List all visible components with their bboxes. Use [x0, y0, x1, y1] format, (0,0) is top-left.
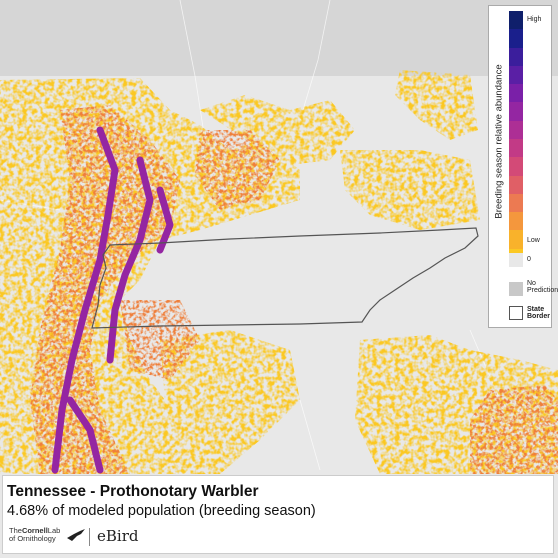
ramp-step	[509, 29, 523, 48]
ramp-step	[509, 230, 523, 249]
legend-no-prediction-label: No Prediction	[527, 280, 558, 295]
cornell-lab-logo[interactable]: TheCornellLab of Ornithology	[9, 526, 61, 544]
ramp-step	[509, 193, 523, 213]
map-title: Tennessee - Prothonotary Warbler	[7, 483, 259, 500]
legend-low-label: Low	[527, 237, 540, 244]
legend: Breeding season relative abundance High …	[488, 5, 558, 328]
legend-title: Breeding season relative abundance	[493, 63, 505, 219]
cornell-bird-icon	[67, 529, 85, 541]
tennessee-state-border	[91, 227, 479, 329]
legend-high-label: High	[527, 16, 542, 23]
legend-zero-label: 0	[527, 256, 531, 263]
zero-swatch	[509, 253, 523, 267]
abundance-high	[51, 126, 174, 474]
color-ramp	[509, 11, 523, 267]
ramp-step	[509, 102, 523, 121]
ramp-step	[509, 175, 523, 194]
ramp-step	[509, 65, 523, 85]
no-prediction-region	[0, 0, 558, 76]
no-prediction-swatch	[509, 282, 523, 296]
map-subtitle: 4.68% of modeled population (breeding se…	[7, 503, 316, 519]
caption-panel: Tennessee - Prothonotary Warbler 4.68% o…	[2, 475, 554, 554]
ebird-logo[interactable]: eBird	[97, 527, 139, 545]
ramp-step	[509, 138, 523, 158]
ramp-step	[509, 157, 523, 176]
state-border-swatch	[509, 306, 523, 320]
legend-state-border-label: State Border	[527, 306, 550, 321]
ramp-step	[509, 212, 523, 231]
logo-divider	[89, 528, 90, 546]
ramp-step	[509, 11, 523, 30]
ramp-step	[509, 84, 523, 103]
ramp-step	[509, 120, 523, 139]
ramp-step	[509, 47, 523, 66]
